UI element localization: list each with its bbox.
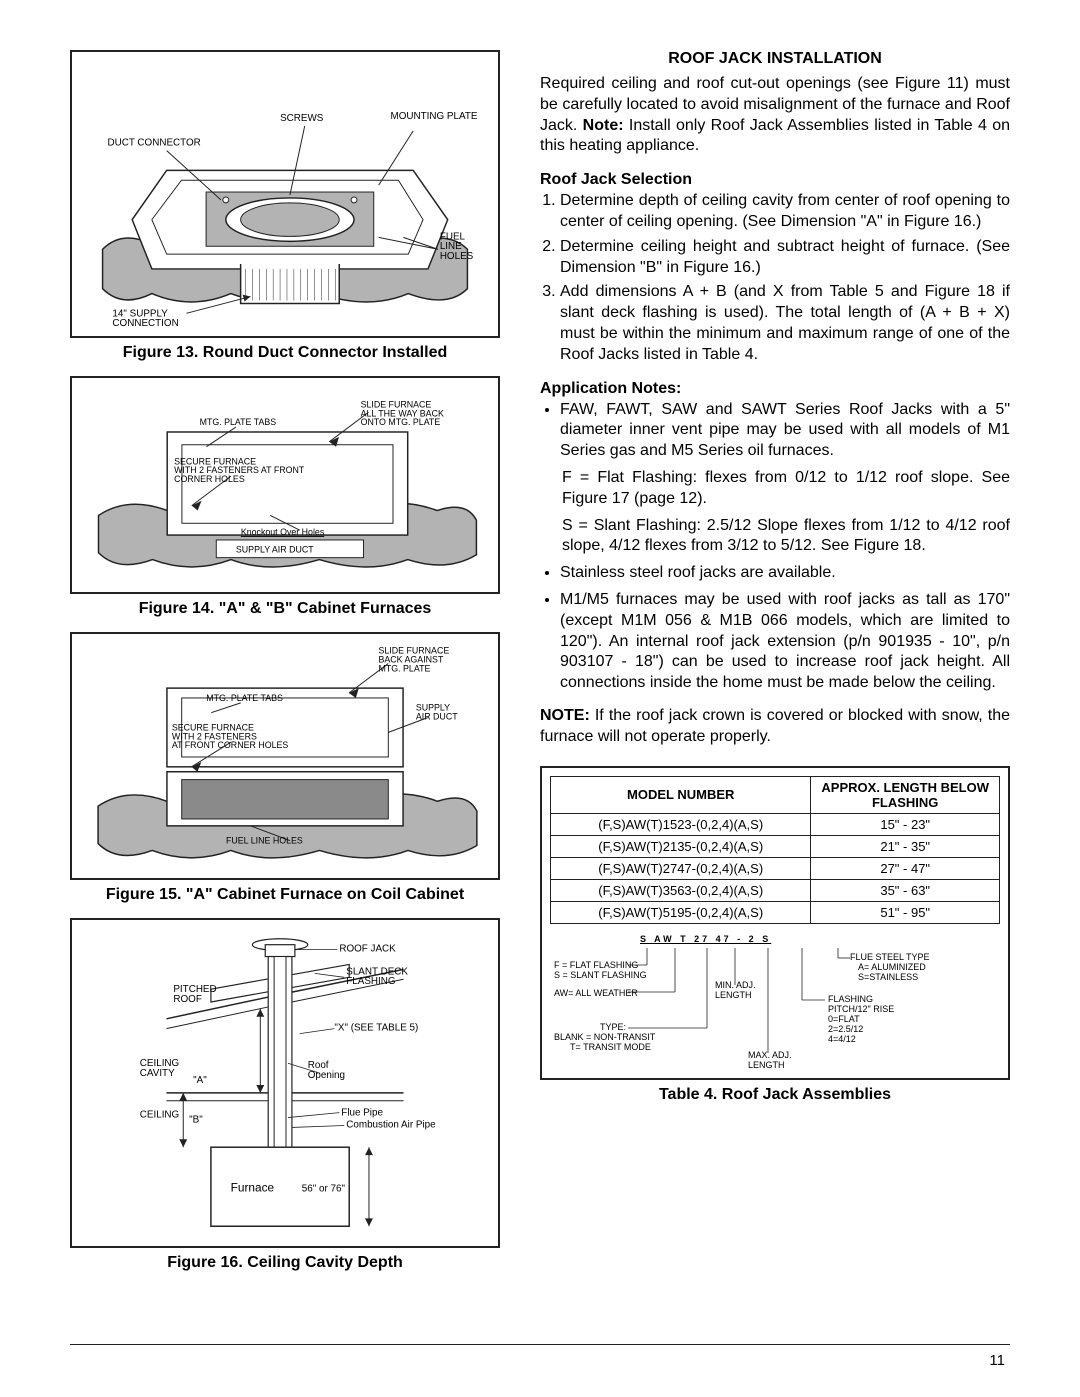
legend-s-stain: S=STAINLESS — [858, 972, 918, 982]
page-number: 11 — [989, 1352, 1005, 1369]
legend-p2: 2=2.5/12 — [828, 1024, 863, 1034]
label-duct-connector: DUCT CONNECTOR — [108, 138, 201, 149]
legend-max-adj: MAX. ADJ. LENGTH — [748, 1050, 793, 1070]
table-4-legend: S AW T 27 47 - 2 S — [550, 930, 1000, 1070]
left-column: SCREWS MOUNTING PLATE DUCT CONNECTOR FUE… — [70, 50, 500, 1272]
intro-para: Required ceiling and roof cut-out openin… — [540, 74, 1010, 157]
legend-pitch: PITCH/12" RISE — [828, 1004, 894, 1014]
label-b: "B" — [189, 1115, 203, 1126]
label-x-table5: "X" (SEE TABLE 5) — [334, 1023, 418, 1034]
step-2: Determine ceiling height and subtract he… — [560, 237, 1010, 279]
figure-15-diagram: SLIDE FURNACEBACK AGAINSTMTG. PLATE MTG.… — [70, 632, 500, 880]
svg-text:SLANT DECKFLASHING: SLANT DECKFLASHING — [346, 966, 408, 987]
table-row: (F,S)AW(T)1523-(0,2,4)(A,S)15" - 23" — [551, 813, 1000, 835]
label-flue-pipe: Flue Pipe — [341, 1108, 383, 1119]
label-fuel-holes-15: FUEL LINE HOLES — [226, 836, 303, 846]
figure-16-caption: Figure 16. Ceiling Cavity Depth — [70, 1254, 500, 1272]
selection-heading: Roof Jack Selection — [540, 171, 1010, 189]
selection-steps: Determine depth of ceiling cavity from c… — [540, 191, 1010, 365]
label-mounting-plate: MOUNTING PLATE — [391, 111, 478, 122]
svg-text:CEILINGCAVITY: CEILINGCAVITY — [140, 1058, 179, 1079]
table-row: (F,S)AW(T)5195-(0,2,4)(A,S)51" - 95" — [551, 901, 1000, 923]
legend-flue-type: FLUE STEEL TYPE — [850, 952, 930, 962]
table-row: (F,S)AW(T)2135-(0,2,4)(A,S)21" - 35" — [551, 835, 1000, 857]
page-rule — [70, 1344, 1010, 1345]
label-furnace: Furnace — [231, 1181, 275, 1195]
app-notes-list-2: Stainless steel roof jacks are available… — [540, 563, 1010, 694]
table-row: (F,S)AW(T)2747-(0,2,4)(A,S)27" - 47" — [551, 857, 1000, 879]
label-mtg-tabs: MTG. PLATE TABS — [200, 417, 277, 427]
note2-bold: NOTE: — [540, 707, 590, 724]
table-4-container: MODEL NUMBER APPROX. LENGTH BELOW FLASHI… — [540, 766, 1010, 1080]
figure-13-diagram: SCREWS MOUNTING PLATE DUCT CONNECTOR FUE… — [70, 50, 500, 338]
legend-flashing: FLASHING — [828, 994, 873, 1004]
svg-text:RoofOpening: RoofOpening — [308, 1060, 345, 1081]
label-supply-duct: SUPPLY AIR DUCT — [236, 545, 314, 555]
table-row: (F,S)AW(T)3563-(0,2,4)(A,S)35" - 63" — [551, 879, 1000, 901]
svg-text:SLIDE FURNACEBACK AGAINSTMTG.: SLIDE FURNACEBACK AGAINSTMTG. PLATE — [378, 646, 449, 674]
figure-15-caption: Figure 15. "A" Cabinet Furnace on Coil C… — [70, 886, 500, 904]
sub-slant: S = Slant Flashing: 2.5/12 Slope flexes … — [562, 516, 1010, 558]
label-combustion-air: Combustion Air Pipe — [346, 1119, 436, 1130]
note2-rest: If the roof jack crown is covered or blo… — [540, 707, 1010, 745]
step-3: Add dimensions A + B (and X from Table 5… — [560, 282, 1010, 365]
sub-flat: F = Flat Flashing: flexes from 0/12 to 1… — [562, 468, 1010, 510]
svg-text:FUELLINEHOLES: FUELLINEHOLES — [440, 231, 474, 262]
figure-16-diagram: ROOF JACK SLANT DECKFLASHING PITCHEDROOF… — [70, 918, 500, 1248]
table-header-model: MODEL NUMBER — [551, 776, 811, 813]
legend-p0: 0=FLAT — [828, 1014, 860, 1024]
right-column: ROOF JACK INSTALLATION Required ceiling … — [540, 50, 1010, 1272]
label-mtg-tabs-15: MTG. PLATE TABS — [206, 693, 283, 703]
legend-min-adj: MIN. ADJ. LENGTH — [715, 980, 760, 1000]
app-notes-heading: Application Notes: — [540, 380, 1010, 398]
section-title: ROOF JACK INSTALLATION — [540, 50, 1010, 68]
label-roof-jack: ROOF JACK — [339, 944, 396, 955]
legend-a-alum: A= ALUMINIZED — [858, 962, 926, 972]
legend-p4: 4=4/12 — [828, 1034, 856, 1044]
legend-type: TYPE: — [600, 1022, 626, 1032]
figure-14-diagram: MTG. PLATE TABS SLIDE FURNACEALL THE WAY… — [70, 376, 500, 594]
svg-text:PITCHEDROOF: PITCHEDROOF — [173, 984, 216, 1005]
legend-s-slant: S = SLANT FLASHING — [554, 970, 647, 980]
legend-aw: AW= ALL WEATHER — [554, 988, 638, 998]
label-screws: SCREWS — [280, 113, 324, 124]
note2-para: NOTE: If the roof jack crown is covered … — [540, 706, 1010, 748]
label-ceiling: CEILING — [140, 1110, 179, 1121]
bullet-2: Stainless steel roof jacks are available… — [560, 563, 1010, 584]
bullet-1: FAW, FAWT, SAW and SAWT Series Roof Jack… — [560, 400, 1010, 462]
legend-blank: BLANK = NON-TRANSIT — [554, 1032, 655, 1042]
app-notes-list: FAW, FAWT, SAW and SAWT Series Roof Jack… — [540, 400, 1010, 462]
svg-text:14" SUPPLYCONNECTION: 14" SUPPLYCONNECTION — [112, 308, 178, 329]
label-height: 56" or 76" — [302, 1184, 346, 1195]
table-4-caption: Table 4. Roof Jack Assemblies — [540, 1086, 1010, 1104]
figure-13-caption: Figure 13. Round Duct Connector Installe… — [70, 344, 500, 362]
svg-text:SUPPLYAIR DUCT: SUPPLYAIR DUCT — [416, 703, 458, 722]
legend-t-transit: T= TRANSIT MODE — [570, 1042, 651, 1052]
table-header-length: APPROX. LENGTH BELOW FLASHING — [811, 776, 1000, 813]
bullet-3: M1/M5 furnaces may be used with roof jac… — [560, 590, 1010, 694]
figure-14-caption: Figure 14. "A" & "B" Cabinet Furnaces — [70, 600, 500, 618]
legend-f-flat: F = FLAT FLASHING — [554, 960, 638, 970]
svg-text:SLIDE FURNACEALL THE WAY BACKO: SLIDE FURNACEALL THE WAY BACKONTO MTG. P… — [361, 399, 444, 427]
label-knockout: Knockout Over Holes — [241, 527, 325, 537]
label-a: "A" — [193, 1075, 207, 1086]
note-bold: Note: — [583, 117, 624, 134]
roof-jack-table: MODEL NUMBER APPROX. LENGTH BELOW FLASHI… — [550, 776, 1000, 924]
step-1: Determine depth of ceiling cavity from c… — [560, 191, 1010, 233]
